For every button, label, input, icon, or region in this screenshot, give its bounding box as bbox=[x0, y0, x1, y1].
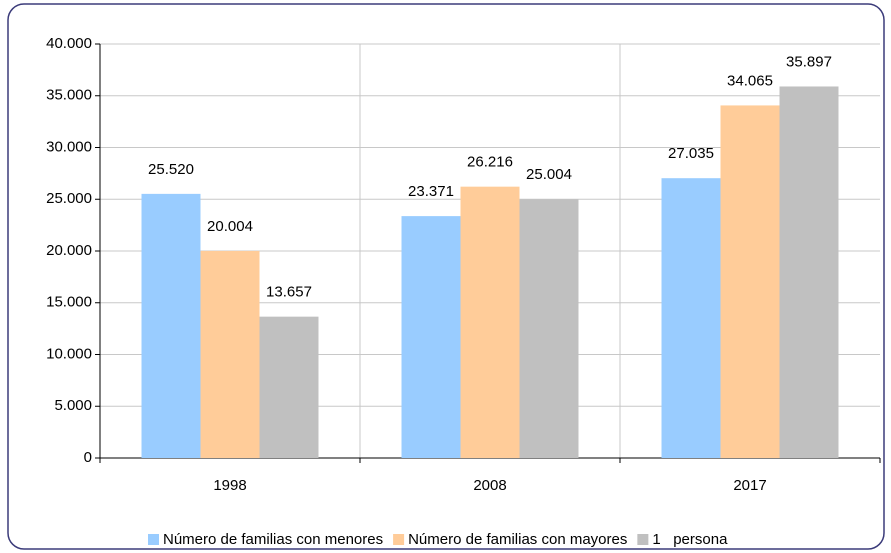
legend-swatch bbox=[148, 534, 159, 545]
value-label: 20.004 bbox=[207, 218, 253, 235]
x-tick-label: 1998 bbox=[213, 477, 246, 494]
value-label: 27.035 bbox=[668, 145, 714, 162]
y-tick-label: 5.000 bbox=[54, 397, 92, 414]
y-tick-label: 15.000 bbox=[46, 294, 92, 311]
legend-label: Número de familias con mayores bbox=[408, 531, 627, 548]
y-tick-label: 20.000 bbox=[46, 242, 92, 259]
legend-swatch bbox=[637, 534, 649, 545]
value-label: 25.520 bbox=[148, 161, 194, 178]
y-tick-label: 10.000 bbox=[46, 345, 92, 362]
bar bbox=[259, 316, 319, 458]
bar bbox=[200, 250, 260, 458]
bar bbox=[661, 178, 721, 458]
y-tick-label: 25.000 bbox=[46, 190, 92, 207]
y-tick-label: 30.000 bbox=[46, 138, 92, 155]
value-label: 26.216 bbox=[467, 154, 513, 171]
bar bbox=[519, 199, 579, 458]
bar bbox=[401, 216, 461, 458]
value-label: 35.897 bbox=[786, 53, 832, 70]
y-tick-label: 35.000 bbox=[46, 87, 92, 104]
x-tick-label: 2017 bbox=[733, 477, 766, 494]
bar bbox=[779, 86, 839, 458]
value-label: 25.004 bbox=[526, 166, 572, 183]
y-tick-label: 0 bbox=[84, 449, 92, 466]
y-tick-label: 40.000 bbox=[46, 35, 92, 52]
bar bbox=[720, 105, 780, 459]
bar bbox=[460, 186, 520, 458]
legend-label: Número de familias con menores bbox=[163, 531, 383, 548]
x-tick-label: 2008 bbox=[473, 477, 506, 494]
value-label: 13.657 bbox=[266, 284, 312, 301]
legend-swatch bbox=[393, 534, 405, 545]
value-label: 34.065 bbox=[727, 72, 773, 89]
value-label: 23.371 bbox=[408, 183, 454, 200]
bar bbox=[141, 193, 201, 459]
legend-label: 1 persona bbox=[652, 531, 728, 548]
